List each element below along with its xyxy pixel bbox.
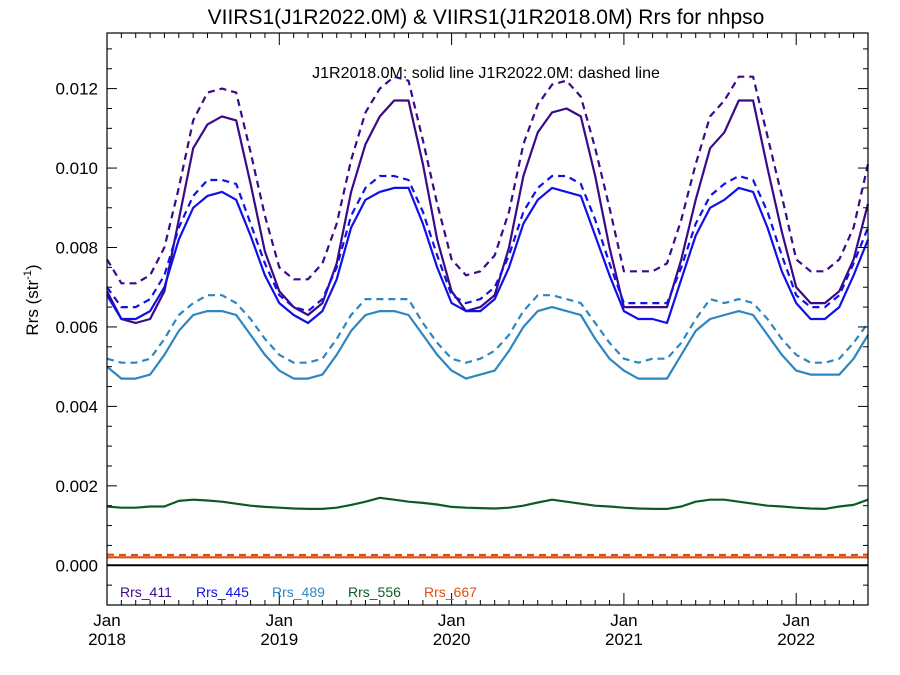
x-tick-month-label: Jan xyxy=(610,611,637,630)
y-tick-label: 0.010 xyxy=(55,159,98,178)
x-tick-year-label: 2019 xyxy=(260,630,298,649)
x-tick-year-label: 2018 xyxy=(88,630,126,649)
series-rrs-489-dashed xyxy=(106,294,869,364)
legend-entry-rrs-411: Rrs_411 xyxy=(120,584,172,600)
series-rrs-411-dashed xyxy=(106,75,870,285)
y-axis-label-superscript: -1 xyxy=(22,270,34,280)
legend-entry-rrs-489: Rrs_489 xyxy=(272,584,325,600)
y-tick-label: 0.008 xyxy=(55,239,98,258)
series-rrs-556-solid xyxy=(106,496,869,510)
x-tick-year-label: 2021 xyxy=(605,630,643,649)
series-rrs-445-dashed xyxy=(106,174,870,313)
y-tick-label: 0.006 xyxy=(55,318,98,337)
line-style-annotation: J1R2018.0M: solid line J1R2022.0M: dashe… xyxy=(312,65,660,82)
legend-entry-rrs-445: Rrs_445 xyxy=(196,584,249,600)
x-tick-year-label: 2020 xyxy=(433,630,471,649)
y-tick-label: 0.002 xyxy=(55,477,98,496)
x-tick-month-label: Jan xyxy=(438,611,465,630)
chart-title: VIIRS1(J1R2022.0M) & VIIRS1(J1R2018.0M) … xyxy=(208,6,765,29)
legend-entry-rrs-667: Rrs_667 xyxy=(424,584,477,600)
y-tick-label: 0.012 xyxy=(55,80,98,99)
x-tick-month-label: Jan xyxy=(93,611,120,630)
x-tick-year-label: 2022 xyxy=(777,630,815,649)
y-axis-label-close: ) xyxy=(23,264,42,270)
axes-layer: 0.0000.0020.0040.0060.0080.0100.012Jan20… xyxy=(55,32,869,649)
legend-entry-rrs-556: Rrs_556 xyxy=(348,584,401,600)
x-tick-month-label: Jan xyxy=(782,611,809,630)
series-rrs-445-solid xyxy=(106,186,870,325)
x-tick-month-label: Jan xyxy=(266,611,293,630)
series-rrs-411-solid xyxy=(106,99,870,325)
series-rrs-489-solid xyxy=(106,306,869,380)
y-axis-label: Rrs (str-1) xyxy=(22,264,42,335)
y-tick-label: 0.004 xyxy=(55,397,98,416)
legend: Rrs_411 Rrs_445 Rrs_489 Rrs_556 Rrs_667 xyxy=(120,584,477,600)
y-tick-label: 0.000 xyxy=(55,556,98,575)
plot-frame xyxy=(106,32,869,606)
y-axis-label-text: Rrs (str xyxy=(23,280,42,336)
series-layer xyxy=(106,75,870,559)
